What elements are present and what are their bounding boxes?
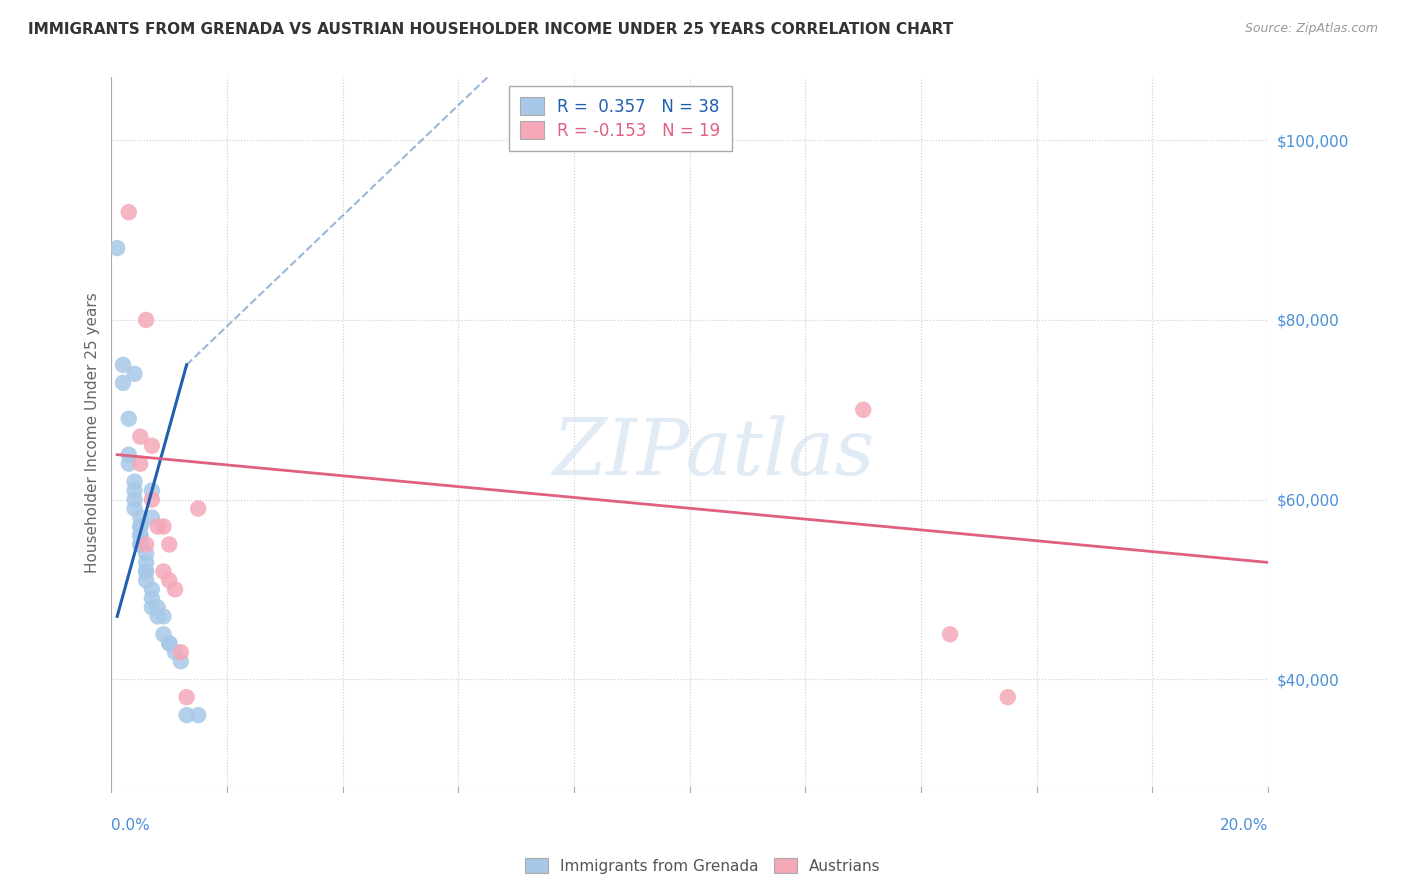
Point xyxy=(118,411,141,425)
Legend: R =  0.357   N = 38, R = -0.153   N = 19: R = 0.357 N = 38, R = -0.153 N = 19 xyxy=(509,86,733,152)
Point xyxy=(141,510,163,524)
Point xyxy=(187,708,209,723)
Point xyxy=(111,376,134,390)
Point xyxy=(157,636,180,650)
Text: IMMIGRANTS FROM GRENADA VS AUSTRIAN HOUSEHOLDER INCOME UNDER 25 YEARS CORRELATIO: IMMIGRANTS FROM GRENADA VS AUSTRIAN HOUS… xyxy=(28,22,953,37)
Point xyxy=(170,654,193,668)
Point xyxy=(135,565,157,579)
Point xyxy=(170,645,193,659)
Point xyxy=(129,510,152,524)
Point xyxy=(146,600,169,615)
Point xyxy=(124,483,146,498)
Point xyxy=(146,519,169,533)
Point xyxy=(187,501,209,516)
Point xyxy=(135,556,157,570)
Text: Source: ZipAtlas.com: Source: ZipAtlas.com xyxy=(1244,22,1378,36)
Point xyxy=(124,475,146,489)
Point xyxy=(129,528,152,542)
Point xyxy=(997,690,1019,705)
Point xyxy=(129,430,152,444)
Point xyxy=(129,519,152,533)
Text: 20.0%: 20.0% xyxy=(1220,818,1268,833)
Point xyxy=(141,483,163,498)
Text: 0.0%: 0.0% xyxy=(111,818,150,833)
Point xyxy=(152,519,174,533)
Point xyxy=(152,609,174,624)
Point xyxy=(852,402,875,417)
Point xyxy=(118,448,141,462)
Point xyxy=(939,627,962,641)
Point xyxy=(129,537,152,551)
Point xyxy=(152,627,174,641)
Point xyxy=(129,519,152,533)
Point xyxy=(124,501,146,516)
Point xyxy=(163,645,186,659)
Point xyxy=(124,367,146,381)
Point xyxy=(141,582,163,597)
Point xyxy=(163,582,186,597)
Point xyxy=(135,574,157,588)
Point xyxy=(157,537,180,551)
Point xyxy=(135,565,157,579)
Point xyxy=(152,565,174,579)
Point xyxy=(176,690,198,705)
Point xyxy=(141,591,163,606)
Point xyxy=(129,457,152,471)
Point xyxy=(135,313,157,327)
Point xyxy=(118,205,141,219)
Legend: Immigrants from Grenada, Austrians: Immigrants from Grenada, Austrians xyxy=(519,852,887,880)
Point xyxy=(129,528,152,542)
Point xyxy=(157,574,180,588)
Point xyxy=(111,358,134,372)
Point xyxy=(141,600,163,615)
Point xyxy=(105,241,128,255)
Point xyxy=(157,636,180,650)
Point xyxy=(135,537,157,551)
Point xyxy=(129,537,152,551)
Point xyxy=(135,546,157,560)
Point xyxy=(124,492,146,507)
Point xyxy=(118,457,141,471)
Point xyxy=(141,492,163,507)
Y-axis label: Householder Income Under 25 years: Householder Income Under 25 years xyxy=(86,292,100,573)
Text: ZIPatlas: ZIPatlas xyxy=(551,416,875,491)
Point xyxy=(146,609,169,624)
Point xyxy=(141,439,163,453)
Point xyxy=(176,708,198,723)
